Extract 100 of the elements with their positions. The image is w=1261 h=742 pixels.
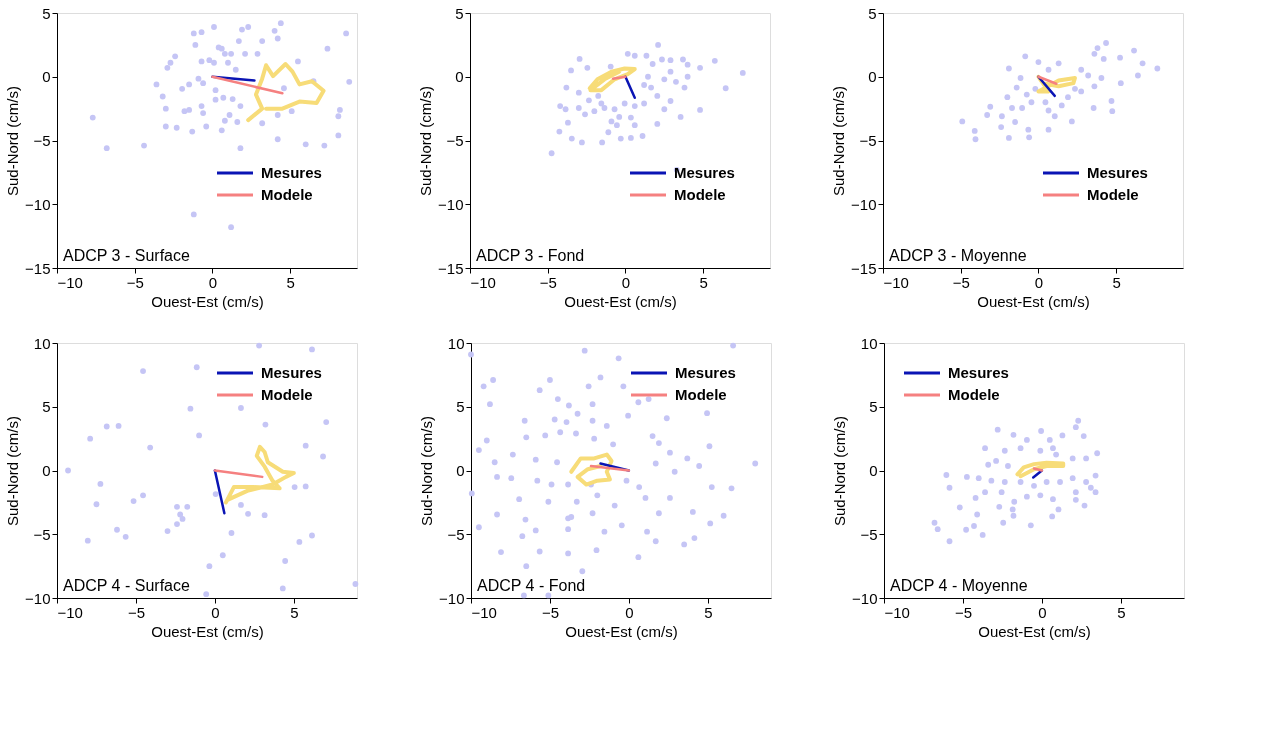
- point: [1035, 59, 1042, 65]
- point: [1117, 54, 1123, 61]
- point: [1068, 118, 1075, 125]
- point: [1032, 85, 1039, 92]
- legend-label: Modele: [1087, 186, 1139, 203]
- point: [1005, 65, 1012, 72]
- x-tick-label: −10: [57, 603, 83, 621]
- point: [998, 124, 1005, 131]
- line-series: [569, 452, 614, 487]
- line-series: [223, 444, 296, 505]
- point: [1100, 55, 1107, 62]
- y-tick-label: 0: [456, 462, 465, 479]
- y-tick-label: −10: [438, 195, 464, 213]
- point: [1042, 99, 1049, 106]
- point: [1022, 53, 1029, 60]
- legend-label: Modele: [675, 386, 727, 403]
- y-tick-label: −5: [33, 132, 51, 149]
- x-tick-label: −10: [470, 273, 496, 291]
- point: [1154, 65, 1161, 72]
- point: [1023, 91, 1030, 98]
- point: [1117, 80, 1124, 87]
- x-tick-label: −5: [952, 273, 970, 291]
- point: [1078, 66, 1085, 73]
- legend-label: Mesures: [674, 164, 735, 181]
- y-tick-label: −15: [25, 259, 51, 277]
- x-axis-title: Ouest-Est (cm/s): [978, 622, 1091, 640]
- x-axis-title: Ouest-Est (cm/s): [565, 622, 678, 640]
- y-tick-label: 5: [42, 398, 51, 416]
- y-tick-label: 0: [42, 68, 51, 86]
- y-tick-label: −5: [859, 132, 877, 149]
- y-tick-label: 0: [455, 68, 464, 86]
- legend-label: Mesures: [261, 164, 322, 181]
- y-tick-label: −10: [439, 589, 465, 607]
- point: [1131, 47, 1137, 54]
- legend-label: Mesures: [1087, 164, 1148, 181]
- y-tick-label: 5: [869, 398, 878, 416]
- point: [1109, 108, 1116, 115]
- point: [999, 113, 1005, 120]
- x-tick-label: 0: [625, 603, 634, 621]
- x-tick-label: 0: [621, 273, 631, 291]
- point: [1025, 126, 1032, 133]
- point: [1139, 60, 1146, 67]
- y-tick-label: 10: [447, 334, 465, 352]
- point: [1108, 98, 1115, 104]
- y-tick-label: 5: [455, 4, 464, 22]
- point: [1045, 107, 1052, 114]
- annotation: ADCP 3 - Surface: [63, 247, 190, 264]
- y-tick-label: 10: [33, 334, 51, 352]
- point: [1005, 135, 1012, 141]
- y-tick-label: −5: [446, 132, 464, 149]
- point: [1072, 85, 1078, 92]
- y-tick-label: 5: [42, 4, 51, 22]
- annotation: ADCP 4 - Surface: [63, 577, 190, 594]
- point: [1017, 75, 1024, 81]
- x-tick-label: 5: [290, 603, 299, 621]
- point: [1090, 105, 1097, 111]
- annotation: ADCP 3 - Fond: [476, 247, 585, 264]
- point: [1028, 99, 1035, 106]
- point: [1009, 105, 1015, 111]
- point: [1055, 60, 1062, 67]
- point: [1058, 102, 1065, 109]
- point: [984, 112, 991, 118]
- point: [1019, 105, 1026, 111]
- legend-label: Mesures: [675, 364, 736, 381]
- legend-label: Mesures: [261, 364, 322, 381]
- y-tick-label: −15: [438, 259, 464, 277]
- y-tick-label: −15: [851, 259, 877, 277]
- y-axis-title: Sud-Nord (cm/s): [4, 85, 22, 197]
- x-tick-label: 0: [1034, 273, 1044, 291]
- legend-label: Modele: [261, 386, 313, 403]
- line-series: [246, 62, 326, 123]
- point: [1065, 94, 1071, 101]
- x-tick-label: 0: [211, 603, 220, 621]
- point: [1078, 88, 1085, 95]
- x-tick-label: −10: [57, 273, 83, 291]
- y-tick-label: −10: [852, 589, 878, 607]
- y-tick-label: −5: [860, 525, 878, 543]
- x-tick-label: −5: [539, 273, 557, 291]
- y-tick-label: 10: [860, 334, 878, 352]
- y-axis-title: Sud-Nord (cm/s): [830, 85, 848, 197]
- point: [1091, 50, 1098, 57]
- point: [1094, 45, 1101, 51]
- annotation: ADCP 4 - Moyenne: [890, 577, 1028, 594]
- y-tick-label: −5: [447, 525, 465, 543]
- x-tick-label: 5: [699, 273, 708, 291]
- point: [1026, 134, 1033, 141]
- point: [1103, 40, 1109, 46]
- point: [959, 118, 966, 125]
- y-tick-label: 5: [456, 398, 465, 416]
- y-tick-label: −10: [851, 195, 877, 213]
- x-axis-title: Ouest-Est (cm/s): [564, 292, 677, 310]
- annotation: ADCP 4 - Fond: [477, 577, 586, 594]
- point: [1013, 84, 1020, 91]
- y-tick-label: 0: [869, 462, 878, 479]
- legend-label: Modele: [674, 186, 726, 203]
- x-tick-label: −5: [126, 273, 144, 291]
- point: [1051, 113, 1058, 120]
- y-tick-label: −5: [33, 525, 51, 543]
- y-axis-title: Sud-Nord (cm/s): [417, 85, 435, 197]
- x-tick-label: 5: [1112, 273, 1121, 291]
